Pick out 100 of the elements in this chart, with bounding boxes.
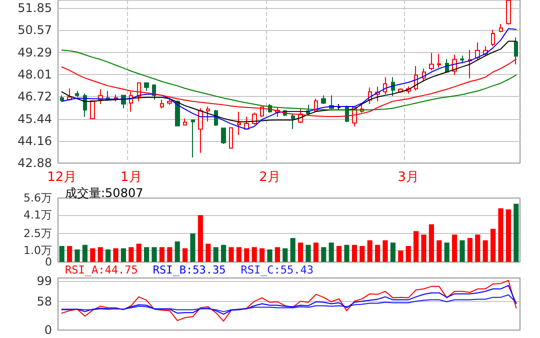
candlestick [144, 82, 149, 92]
candlestick [429, 52, 434, 71]
bar [452, 234, 458, 262]
bar [506, 209, 511, 262]
bar [382, 240, 388, 262]
bar [467, 238, 472, 262]
bar [444, 242, 450, 262]
y-tick-label: 0 [45, 256, 52, 268]
y-tick-label: 44.16 [18, 134, 52, 148]
line-series [61, 50, 517, 110]
y-tick-label: 99 [36, 274, 52, 288]
candlestick [191, 120, 195, 158]
y-tick-label: 1.0万 [24, 244, 52, 258]
candlestick [160, 99, 164, 109]
y-tick-label: 5.6万 [24, 192, 52, 204]
bar [190, 233, 196, 262]
bar [398, 250, 404, 262]
bar [428, 224, 434, 262]
bar [367, 240, 372, 262]
bar [106, 249, 111, 262]
bar [313, 242, 318, 262]
bar [213, 247, 218, 262]
candlestick [206, 106, 210, 122]
line-series [61, 28, 517, 130]
bar [274, 247, 280, 262]
y-tick-label: 2.5万 [24, 226, 52, 240]
chart-title: 成交量:50807 [65, 186, 144, 200]
bar [482, 240, 488, 262]
bar [490, 228, 496, 262]
bar [290, 238, 296, 262]
series-label: RSI_A:44.75 [65, 264, 138, 276]
y-tick-label: 42.88 [18, 156, 52, 170]
candlestick [468, 49, 472, 79]
bar [260, 248, 265, 262]
candlestick [337, 103, 341, 110]
candlestick [460, 55, 464, 64]
candlestick [221, 128, 226, 145]
line-series [61, 294, 517, 312]
bar [375, 244, 380, 262]
bar [414, 231, 419, 262]
candlestick [229, 127, 233, 149]
line-series [61, 40, 517, 122]
bar [282, 248, 288, 262]
bar [390, 242, 396, 262]
y-tick-label: 58 [36, 294, 52, 308]
y-tick-label: 51.85 [18, 1, 52, 16]
bar [152, 247, 157, 262]
bar [336, 246, 342, 262]
bar [59, 246, 64, 262]
y-tick-label: 45.44 [18, 112, 52, 126]
candlestick [321, 94, 326, 104]
candlestick [75, 90, 79, 98]
bar [159, 247, 164, 262]
bar [206, 244, 211, 262]
candlestick [237, 111, 241, 136]
bar [120, 248, 126, 262]
y-tick-label: 48.01 [18, 67, 52, 82]
candlestick [514, 36, 518, 65]
bar [144, 247, 150, 262]
candlestick [499, 24, 503, 33]
bar [74, 249, 80, 262]
candlestick [167, 97, 172, 106]
y-tick-label: 50.57 [18, 23, 52, 38]
bar [252, 247, 257, 262]
bar [244, 248, 250, 262]
x-tick-label: 12月 [47, 170, 77, 185]
bar [128, 247, 134, 262]
line-series [61, 284, 517, 315]
bar [67, 246, 72, 262]
bar [82, 244, 88, 262]
bar [352, 244, 357, 262]
candlestick [291, 114, 295, 130]
bar [167, 247, 172, 262]
y-tick-label: 46.72 [18, 90, 52, 104]
bar [460, 240, 465, 262]
bar [182, 248, 188, 262]
text: RSI_C:55.43 [240, 264, 314, 276]
bar [298, 242, 304, 262]
bar [90, 248, 96, 262]
y-tick-label: 49.29 [18, 45, 52, 60]
bar [328, 242, 334, 262]
candlestick [90, 100, 95, 120]
bar [306, 244, 311, 262]
bar [344, 244, 350, 262]
bar [236, 247, 242, 262]
candlestick [437, 53, 441, 68]
candlestick [244, 116, 249, 130]
bar [267, 249, 272, 262]
bar [498, 208, 504, 262]
bar [228, 247, 234, 262]
candlestick [491, 29, 495, 47]
line-series [61, 280, 517, 322]
bar [475, 234, 480, 262]
candlestick [183, 118, 187, 126]
x-tick-label: 3月 [398, 170, 419, 185]
bar [421, 234, 426, 262]
y-tick-label: 0 [44, 323, 52, 337]
bar [514, 204, 519, 262]
bar [98, 247, 103, 262]
bar [113, 248, 118, 262]
